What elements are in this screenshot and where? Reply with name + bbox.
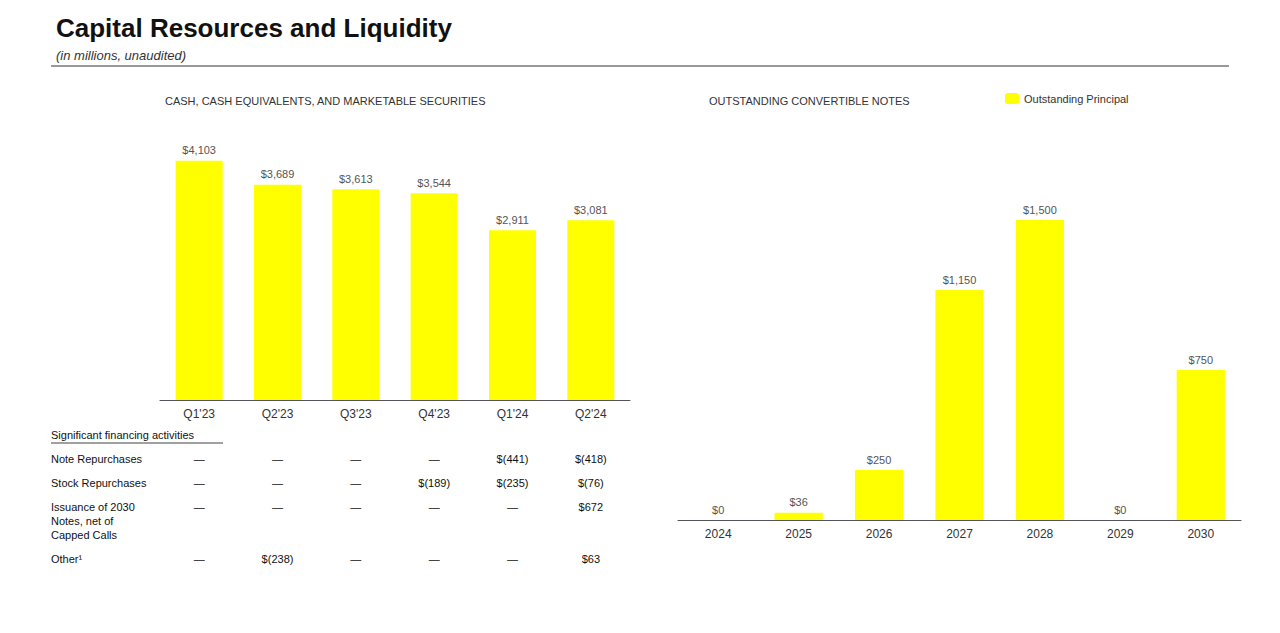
svg-text:$1,150: $1,150 — [943, 274, 977, 286]
svg-text:$4,103: $4,103 — [182, 144, 216, 156]
svg-text:$(418): $(418) — [575, 453, 607, 465]
svg-text:$(235): $(235) — [497, 477, 529, 489]
svg-text:—: — — [350, 501, 361, 513]
svg-text:2030: 2030 — [1187, 527, 1214, 541]
svg-text:—: — — [194, 477, 205, 489]
svg-text:—: — — [272, 501, 283, 513]
svg-text:Notes, net of: Notes, net of — [51, 515, 114, 527]
svg-text:OUTSTANDING CONVERTIBLE NOTES: OUTSTANDING CONVERTIBLE NOTES — [709, 95, 910, 107]
svg-text:$250: $250 — [867, 454, 891, 466]
svg-text:$(189): $(189) — [418, 477, 450, 489]
svg-text:Q1'24: Q1'24 — [497, 407, 529, 421]
svg-text:—: — — [194, 453, 205, 465]
svg-text:$0: $0 — [712, 504, 724, 516]
svg-text:2028: 2028 — [1027, 527, 1054, 541]
svg-text:$(76): $(76) — [578, 477, 604, 489]
svg-text:$672: $672 — [579, 501, 603, 513]
svg-text:$3,689: $3,689 — [261, 168, 295, 180]
svg-text:—: — — [429, 501, 440, 513]
svg-text:Q2'24: Q2'24 — [575, 407, 607, 421]
svg-text:2027: 2027 — [946, 527, 973, 541]
svg-text:$3,081: $3,081 — [574, 204, 608, 216]
svg-text:2025: 2025 — [785, 527, 812, 541]
svg-text:—: — — [272, 453, 283, 465]
svg-text:Other¹: Other¹ — [51, 553, 83, 565]
svg-text:Stock Repurchases: Stock Repurchases — [51, 477, 147, 489]
svg-text:—: — — [194, 501, 205, 513]
svg-text:Q1'23: Q1'23 — [183, 407, 215, 421]
svg-text:—: — — [272, 477, 283, 489]
svg-text:2026: 2026 — [866, 527, 893, 541]
svg-text:2029: 2029 — [1107, 527, 1134, 541]
svg-text:$(441): $(441) — [497, 453, 529, 465]
svg-text:Capital Resources and Liquidit: Capital Resources and Liquidity — [56, 13, 452, 43]
svg-text:$2,911: $2,911 — [496, 214, 529, 226]
svg-text:—: — — [350, 477, 361, 489]
svg-text:Issuance of 2030: Issuance of 2030 — [51, 501, 135, 513]
svg-text:—: — — [429, 453, 440, 465]
svg-text:Note Repurchases: Note Repurchases — [51, 453, 143, 465]
svg-text:$3,613: $3,613 — [339, 173, 373, 185]
svg-text:Q2'23: Q2'23 — [262, 407, 294, 421]
svg-text:—: — — [350, 553, 361, 565]
svg-text:—: — — [507, 501, 518, 513]
svg-text:$36: $36 — [789, 496, 807, 508]
svg-text:Q4'23: Q4'23 — [418, 407, 450, 421]
svg-text:Q3'23: Q3'23 — [340, 407, 372, 421]
svg-text:—: — — [429, 553, 440, 565]
svg-text:Significant financing activiti: Significant financing activities — [51, 429, 195, 441]
svg-text:—: — — [507, 553, 518, 565]
svg-text:2024: 2024 — [705, 527, 732, 541]
svg-text:$(238): $(238) — [262, 553, 294, 565]
svg-text:—: — — [350, 453, 361, 465]
svg-text:$750: $750 — [1189, 354, 1213, 366]
svg-text:Outstanding Principal: Outstanding Principal — [1024, 93, 1129, 105]
svg-text:$63: $63 — [582, 553, 600, 565]
svg-text:$1,500: $1,500 — [1023, 204, 1057, 216]
svg-text:—: — — [194, 553, 205, 565]
svg-text:(in millions, unaudited): (in millions, unaudited) — [56, 48, 186, 63]
svg-text:Capped Calls: Capped Calls — [51, 529, 118, 541]
svg-text:CASH, CASH EQUIVALENTS, AND MA: CASH, CASH EQUIVALENTS, AND MARKETABLE S… — [165, 95, 486, 107]
svg-text:$3,544: $3,544 — [417, 177, 451, 189]
svg-text:$0: $0 — [1114, 504, 1126, 516]
